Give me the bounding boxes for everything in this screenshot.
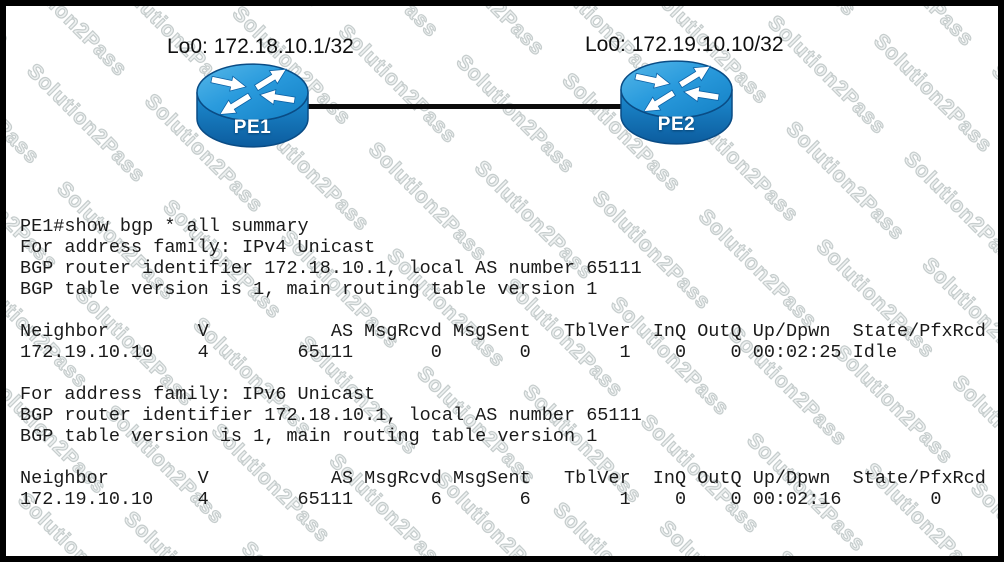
router-pe1: PE1 xyxy=(196,62,309,149)
ipv4-table-version-line: BGP table version is 1, main routing tab… xyxy=(20,279,598,300)
ipv6-table-version-line: BGP table version is 1, main routing tab… xyxy=(20,426,598,447)
ipv4-table-header: Neighbor V AS MsgRcvd MsgSent TblVer InQ… xyxy=(20,321,986,342)
ipv6-neighbor-row: 172.19.10.10 4 65111 6 6 1 0 0 00:02:16 … xyxy=(20,489,942,510)
pe1-pe2-link-line xyxy=(303,104,625,109)
router-pe2-label: PE2 xyxy=(657,114,696,135)
pe2-loopback-label: Lo0: 172.19.10.10/32 xyxy=(585,33,784,56)
network-topology-diagram: Lo0: 172.18.10.1/32 Lo0: 172.19.10.10/32… xyxy=(6,6,998,556)
ipv4-router-id-line: BGP router identifier 172.18.10.1, local… xyxy=(20,258,642,279)
bgp-console-output: PE1#show bgp * all summary For address f… xyxy=(20,216,986,510)
router-pe2: PE2 xyxy=(620,59,733,146)
ipv6-router-id-line: BGP router identifier 172.18.10.1, local… xyxy=(20,405,642,426)
cli-command-line: PE1#show bgp * all summary xyxy=(20,216,309,237)
ipv4-neighbor-row: 172.19.10.10 4 65111 0 0 1 0 0 00:02:25 … xyxy=(20,342,898,363)
ipv6-family-line: For address family: IPv6 Unicast xyxy=(20,384,376,405)
ipv4-family-line: For address family: IPv4 Unicast xyxy=(20,237,376,258)
pe1-loopback-label: Lo0: 172.18.10.1/32 xyxy=(167,35,354,58)
router-pe1-label: PE1 xyxy=(233,117,272,138)
ipv6-table-header: Neighbor V AS MsgRcvd MsgSent TblVer InQ… xyxy=(20,468,986,489)
